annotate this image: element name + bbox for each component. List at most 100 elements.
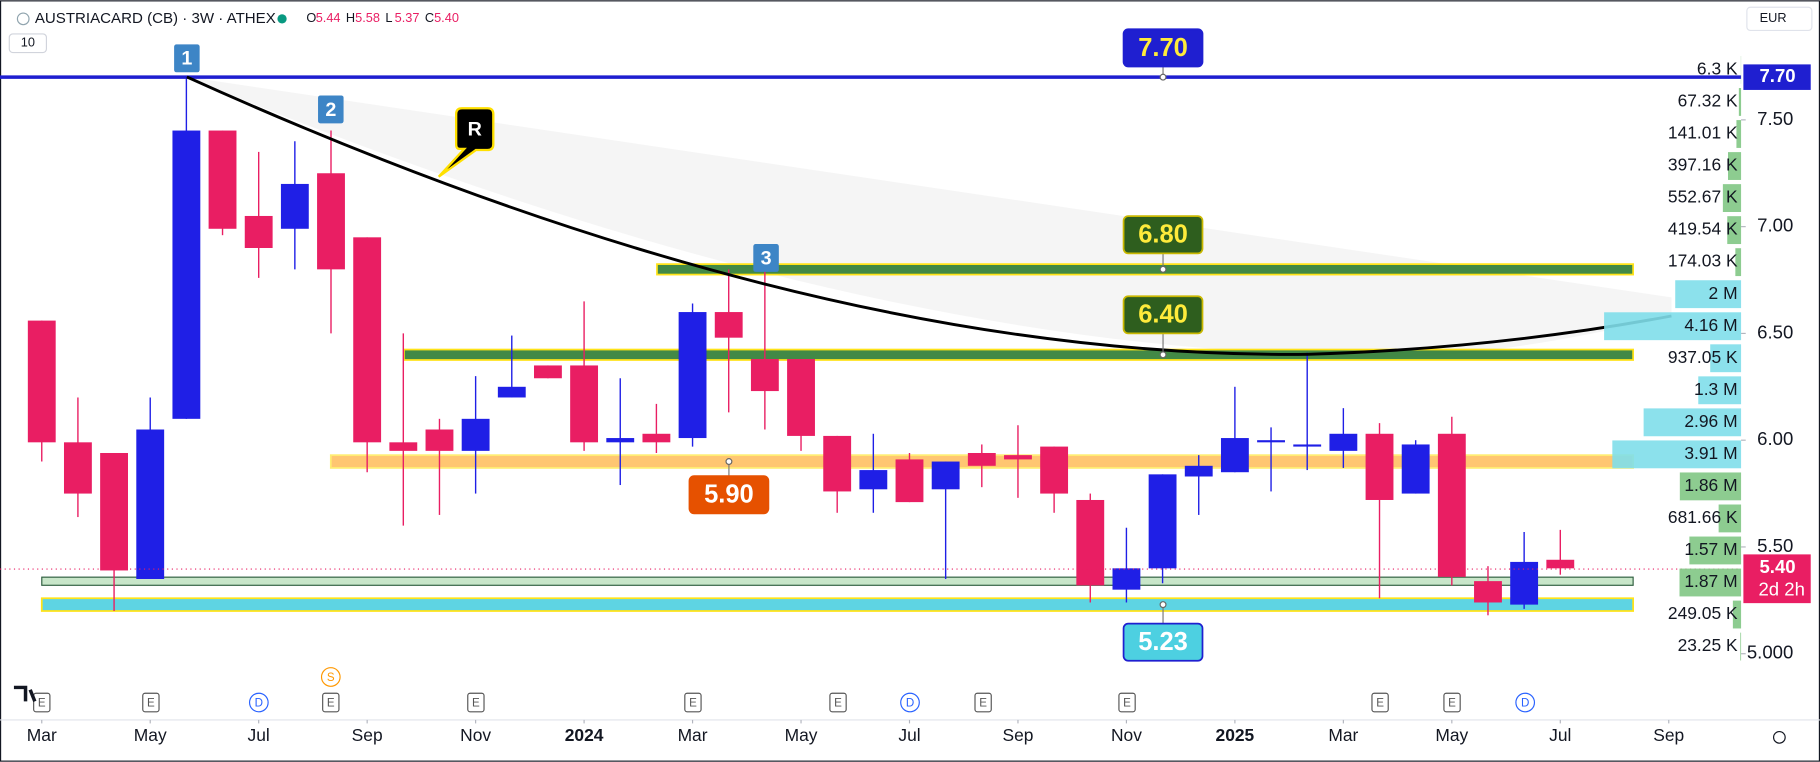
volume-bar <box>1604 312 1742 341</box>
volume-bar <box>1727 152 1742 180</box>
event-label: E <box>1123 697 1131 710</box>
volume-bar <box>1722 184 1742 212</box>
candle-body <box>606 438 635 443</box>
logo <box>13 685 37 703</box>
candle-body <box>389 442 418 451</box>
event-badge[interactable] <box>1515 692 1536 713</box>
status-dot[interactable] <box>277 14 287 24</box>
volume-label: 1.57 M <box>1684 539 1737 559</box>
marker-label: 3 <box>761 247 772 269</box>
candle-body <box>1437 433 1466 577</box>
volume-label: 174.03 K <box>1668 251 1738 271</box>
candle-body <box>1220 438 1249 473</box>
x-tick-label: Mar <box>1328 725 1358 745</box>
candle-body <box>497 386 526 398</box>
level-label: 7.70 <box>1138 34 1188 62</box>
x-tick-label: Sep <box>1653 725 1684 745</box>
level-label: 5.90 <box>704 481 754 509</box>
candle-body <box>642 433 671 443</box>
event-label: E <box>689 697 697 710</box>
event-badge[interactable] <box>900 692 920 713</box>
candle-body <box>823 435 852 492</box>
event-badge[interactable] <box>320 667 341 687</box>
marker-label: 2 <box>325 99 336 121</box>
candle-body <box>27 320 56 443</box>
volume-label: 23.25 K <box>1678 635 1738 655</box>
volume-label: 1.3 M <box>1694 379 1738 399</box>
settings-icon[interactable] <box>1772 730 1786 744</box>
candle-body <box>425 429 454 451</box>
currency[interactable]: EUR <box>1760 10 1787 25</box>
x-tick-label: May <box>134 725 167 745</box>
y-tick-label: 7.50 <box>1757 108 1793 129</box>
callout <box>437 107 495 178</box>
x-tick-label: Sep <box>1002 725 1033 745</box>
event-label: D <box>1521 697 1529 710</box>
candle-body <box>1148 474 1177 569</box>
ohlc-key: H <box>346 10 355 25</box>
candle-body <box>895 459 924 503</box>
event-label: D <box>906 697 914 710</box>
candle-body <box>353 237 382 443</box>
symbol-icon <box>16 12 30 26</box>
level-label: 6.80 <box>1138 221 1188 249</box>
volume-label: 419.54 K <box>1668 219 1738 239</box>
y-tick-label: 5.50 <box>1757 535 1793 556</box>
last-price-label: 5.40 <box>1759 556 1795 577</box>
candle-body <box>208 130 237 229</box>
volume-label: 397.16 K <box>1668 155 1738 175</box>
volume-bar <box>1679 568 1742 597</box>
axis-level-label: 7.70 <box>1759 65 1795 86</box>
candle-body <box>1293 444 1322 447</box>
volume-bar <box>1679 472 1742 501</box>
event-label: D <box>255 697 263 710</box>
volume-label: 141.01 K <box>1668 123 1738 143</box>
candle-body <box>1004 455 1032 460</box>
currency-button[interactable] <box>1746 6 1813 32</box>
level-anchor <box>725 458 733 466</box>
marker-label: 1 <box>181 48 192 70</box>
candle-body <box>1076 499 1105 586</box>
x-tick-label: 2024 <box>565 725 604 745</box>
marker-box <box>318 95 344 124</box>
event-label: S <box>327 671 335 684</box>
indicator-count[interactable]: 10 <box>21 35 35 50</box>
candle-body <box>280 183 309 229</box>
callout-label: R <box>468 119 482 141</box>
level-label-box <box>688 475 770 515</box>
x-tick-label: Jul <box>898 725 920 745</box>
candle-body <box>100 452 128 571</box>
level-anchor <box>1159 601 1167 609</box>
x-tick-label: Mar <box>27 725 57 745</box>
volume-label: 1.86 M <box>1684 475 1737 495</box>
candle-body <box>1365 433 1394 500</box>
candle-body <box>1112 568 1141 590</box>
candle-body <box>136 429 165 579</box>
volume-bar <box>1675 280 1742 309</box>
volume-label: 1.87 M <box>1684 571 1737 591</box>
volume-label: 4.16 M <box>1684 315 1737 335</box>
ohlc-key: C <box>425 10 434 25</box>
event-badge <box>322 692 340 713</box>
level-anchor <box>1159 73 1167 81</box>
x-tick-label: Mar <box>678 725 708 745</box>
candle-body <box>1040 446 1069 494</box>
level-label-box <box>1122 295 1204 335</box>
marker-box <box>174 44 200 73</box>
candle-body <box>1474 581 1502 603</box>
event-label: E <box>1376 697 1384 710</box>
candle-body <box>1257 440 1285 443</box>
indicator-toggle[interactable] <box>8 33 48 54</box>
candle-body <box>172 130 201 419</box>
event-label: E <box>38 697 46 710</box>
event-badge[interactable] <box>248 692 269 713</box>
ohlc-key: O <box>306 10 316 25</box>
y-tick-label: 6.50 <box>1757 321 1793 342</box>
symbol-title: AUSTRIACARD (CB) · 3W · ATHEX <box>35 10 276 27</box>
x-tick-label: May <box>1435 725 1468 745</box>
candle-body <box>714 312 743 338</box>
y-tick-label: 6.00 <box>1757 428 1793 449</box>
candle-body <box>931 461 960 490</box>
x-tick-label: Nov <box>1111 725 1142 745</box>
candle-body <box>63 442 92 494</box>
